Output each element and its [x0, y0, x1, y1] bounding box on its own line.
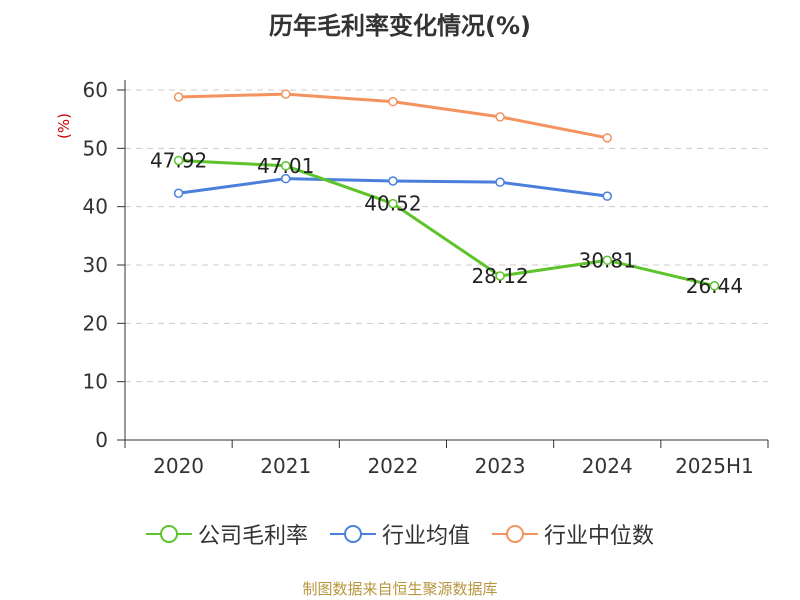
y-tick-label: 60 [83, 78, 108, 102]
x-tick-label: 2025H1 [675, 454, 754, 478]
x-tick-label: 2024 [582, 454, 633, 478]
legend-line-marker-icon [329, 525, 376, 543]
data-point [388, 176, 398, 186]
data-point [173, 188, 184, 198]
legend-item-company-margin[interactable]: 公司毛利率 [145, 518, 308, 550]
y-tick-label: 40 [83, 195, 108, 219]
data-point [602, 191, 612, 201]
legend-line-marker-icon [145, 525, 192, 543]
legend-label: 行业中位数 [544, 524, 655, 549]
legend-label: 公司毛利率 [197, 524, 308, 549]
data-point [495, 112, 505, 122]
data-label: 26.44 [686, 274, 743, 298]
data-point [709, 281, 720, 291]
data-source-note: 制图数据来自恒生聚源数据库 [302, 580, 498, 598]
data-label: 47.92 [150, 148, 207, 172]
x-tick-label: 2020 [153, 454, 204, 478]
data-point [173, 92, 184, 102]
legend-item-industry-median[interactable]: 行业中位数 [492, 518, 654, 550]
data-label: 30.81 [579, 248, 636, 272]
y-tick-label: 30 [83, 253, 108, 277]
chart-legend: 公司毛利率 行业均值 行业中位数 [0, 518, 800, 550]
data-label: 28.12 [471, 264, 528, 288]
legend-line-marker-icon [492, 525, 538, 543]
data-point [388, 96, 398, 107]
data-label: 47.01 [257, 154, 314, 178]
data-point [281, 89, 291, 99]
data-point [173, 155, 184, 166]
legend-item-industry-mean[interactable]: 行业均值 [329, 518, 470, 550]
data-point [495, 271, 505, 281]
x-tick-label: 2023 [475, 454, 526, 478]
legend-label: 行业均值 [381, 524, 470, 549]
y-tick-label: 20 [83, 311, 108, 335]
x-tick-label: 2021 [260, 454, 311, 478]
data-point [495, 177, 505, 187]
data-point [281, 161, 291, 171]
y-tick-label: 10 [83, 370, 108, 394]
x-tick-label: 2022 [367, 454, 418, 478]
y-axis-label: (%) [55, 113, 73, 139]
line-chart: 0 10 20 30 40 50 60 (%) 2020 2021 2022 2023 2024 2025… [55, 78, 769, 478]
y-tick-label: 0 [95, 428, 108, 452]
data-point [388, 198, 398, 209]
series-line [178, 158, 715, 288]
chart-title: 历年毛利率变化情况(%) [269, 12, 531, 40]
data-point [281, 173, 291, 184]
data-point [602, 255, 612, 266]
y-tick-label: 50 [83, 136, 108, 160]
data-point [602, 133, 612, 143]
data-label: 40.52 [364, 192, 421, 216]
